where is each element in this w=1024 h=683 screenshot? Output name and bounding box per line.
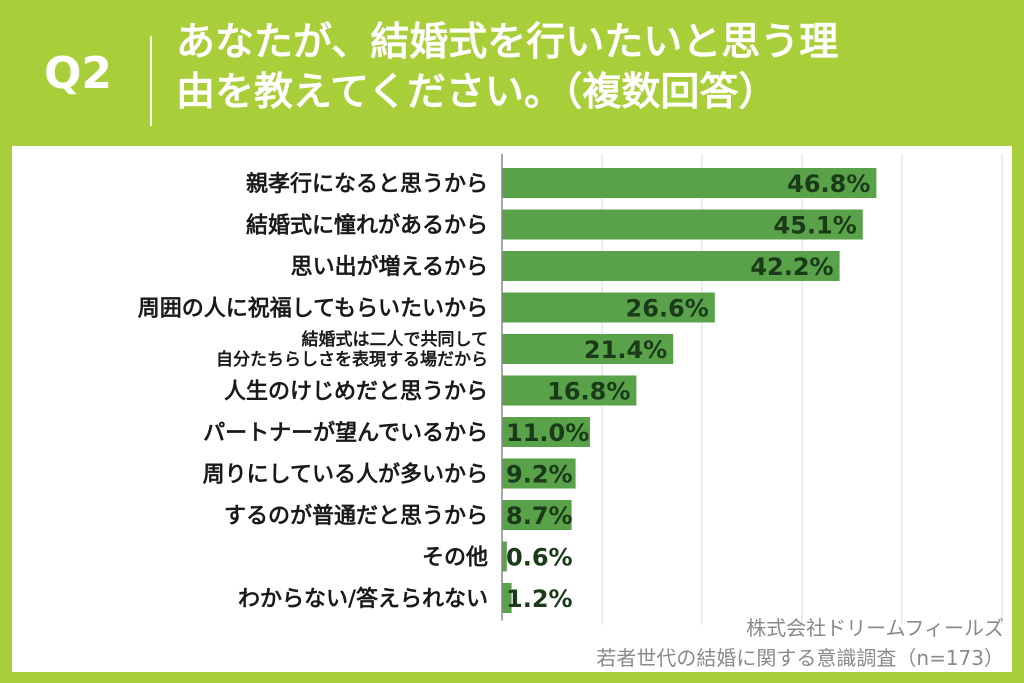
category-label: 人生のけじめだと思うから — [224, 380, 488, 405]
value-label: 46.8% — [787, 170, 870, 198]
chart-panel: 46.8% 親孝行になると思うから 45.1% 結婚式に憧れがあるから 42.2% 思い出… — [12, 146, 1012, 672]
category-label: パートナーが望んでいるから — [203, 420, 488, 446]
source-survey: 若者世代の結婚に関する意識調査（n=173） — [596, 646, 1004, 670]
title-line-2: 由を教えてください。（複数回答） — [176, 70, 778, 115]
category-label: 結婚式は二人で共同して — [302, 329, 489, 350]
category-label: 結婚式に憧れがあるから — [246, 213, 488, 239]
value-label: 45.1% — [774, 212, 857, 240]
value-label: 16.8% — [547, 378, 630, 406]
bar-chart: 46.8% 親孝行になると思うから 45.1% 結婚式に憧れがあるから 42.2% 思い出… — [138, 154, 1003, 625]
category-label: 親孝行になると思うから — [246, 171, 488, 197]
value-label: 1.2% — [506, 585, 573, 613]
category-label: するのが普通だと思うから — [224, 503, 488, 529]
bar — [502, 168, 877, 198]
question-number: Q2 — [44, 48, 113, 99]
question-title: あなたが、結婚式を行いたいと思う理 由を教えてください。（複数回答） — [176, 18, 1006, 118]
header-divider — [150, 36, 152, 126]
bar — [502, 334, 674, 364]
category-label: わからない/答えられない — [238, 586, 488, 612]
bar — [502, 583, 512, 613]
value-label: 0.6% — [506, 544, 573, 572]
category-label: 周囲の人に祝福してもらいたいから — [138, 297, 488, 322]
bar — [502, 458, 576, 489]
title-line-1: あなたが、結婚式を行いたいと思う理 — [176, 20, 839, 65]
value-label: 8.7% — [506, 502, 573, 530]
category-label: その他 — [422, 546, 488, 571]
bar — [502, 209, 863, 240]
value-label: 26.6% — [626, 295, 709, 323]
value-label: 9.2% — [506, 461, 573, 489]
category-label: 思い出が増えるから — [291, 254, 488, 280]
bar — [502, 500, 572, 530]
bar — [502, 292, 715, 323]
category-label: 周りにしている人が多いから — [203, 462, 488, 488]
bar — [502, 541, 507, 572]
value-label: 11.0% — [506, 419, 589, 447]
value-label: 42.2% — [750, 253, 833, 281]
value-label: 21.4% — [584, 336, 667, 364]
bar — [502, 417, 590, 447]
source-company: 株式会社ドリームフィールズ — [746, 616, 1004, 640]
category-label: 自分たちらしさを表現する場だから — [216, 349, 488, 370]
bar — [502, 251, 840, 281]
bar — [502, 375, 637, 406]
